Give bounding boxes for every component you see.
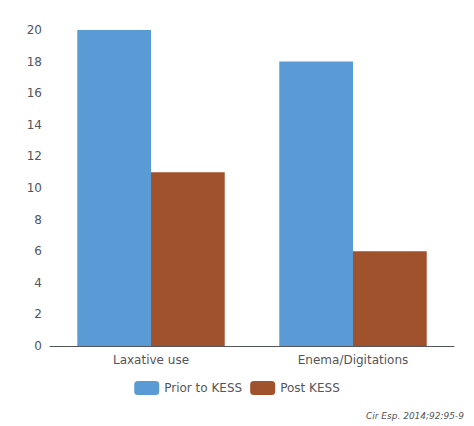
svg-text:0: 0 [34, 339, 42, 353]
svg-text:6: 6 [34, 244, 42, 258]
svg-text:10: 10 [27, 181, 42, 195]
svg-text:4: 4 [34, 276, 42, 290]
svg-text:18: 18 [27, 55, 42, 69]
svg-text:Prior to KESS: Prior to KESS [164, 381, 242, 395]
svg-text:16: 16 [27, 86, 42, 100]
svg-text:12: 12 [27, 149, 42, 163]
svg-text:Post KESS: Post KESS [280, 381, 340, 395]
svg-text:20: 20 [27, 23, 42, 37]
svg-text:2: 2 [34, 307, 42, 321]
svg-text:Laxative use: Laxative use [113, 353, 189, 367]
svg-text:Enema/Digitations: Enema/Digitations [298, 353, 408, 367]
svg-text:14: 14 [27, 118, 42, 132]
svg-text:8: 8 [34, 213, 42, 227]
svg-text:Cir Esp. 2014;92:95-9: Cir Esp. 2014;92:95-9 [366, 411, 464, 421]
